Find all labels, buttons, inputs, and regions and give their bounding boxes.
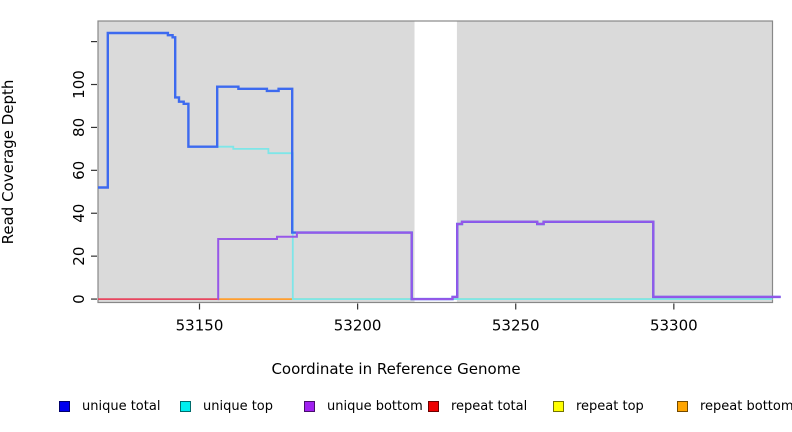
legend-label: repeat top xyxy=(576,399,644,414)
x-tick-label: 53200 xyxy=(334,317,382,335)
legend-label: repeat total xyxy=(451,399,528,414)
series-unique-top xyxy=(188,145,773,300)
legend-swatch-unique-bottom xyxy=(304,401,315,412)
x-tick-label: 53150 xyxy=(176,317,224,335)
legend-item-repeat-total[interactable]: repeat total xyxy=(428,399,527,414)
coverage-gap-band xyxy=(414,21,457,303)
legend-item-repeat-bottom[interactable]: repeat bottom xyxy=(677,399,792,414)
legend-item-unique-total[interactable]: unique total xyxy=(59,399,160,414)
y-tick-label: 80 xyxy=(70,118,88,137)
legend-swatch-repeat-total xyxy=(428,401,439,412)
x-axis-title: Coordinate in Reference Genome xyxy=(271,360,521,378)
legend-swatch-repeat-bottom xyxy=(677,401,688,412)
legend-swatch-unique-total xyxy=(59,401,70,412)
y-tick-label: 40 xyxy=(70,204,88,223)
x-tick-label: 53250 xyxy=(492,317,540,335)
y-tick-label: 60 xyxy=(70,161,88,180)
legend-swatch-unique-top xyxy=(180,401,191,412)
legend-item-unique-bottom[interactable]: unique bottom xyxy=(304,399,423,414)
legend-item-repeat-top[interactable]: repeat top xyxy=(553,399,644,414)
y-tick-label: 100 xyxy=(70,70,88,99)
legend-label: unique total xyxy=(82,399,161,414)
y-axis-title: Read Coverage Depth xyxy=(0,79,17,245)
plot-border xyxy=(97,20,774,304)
legend-label: repeat bottom xyxy=(700,399,792,414)
series-unique-bottom xyxy=(217,220,781,301)
y-tick-label: 0 xyxy=(70,294,88,304)
x-tick-label: 53300 xyxy=(650,317,698,335)
legend-swatch-repeat-top xyxy=(553,401,564,412)
legend-label: unique bottom xyxy=(327,399,423,414)
legend-label: unique top xyxy=(203,399,274,414)
legend-item-unique-top[interactable]: unique top xyxy=(180,399,273,414)
y-tick-label: 20 xyxy=(70,247,88,266)
